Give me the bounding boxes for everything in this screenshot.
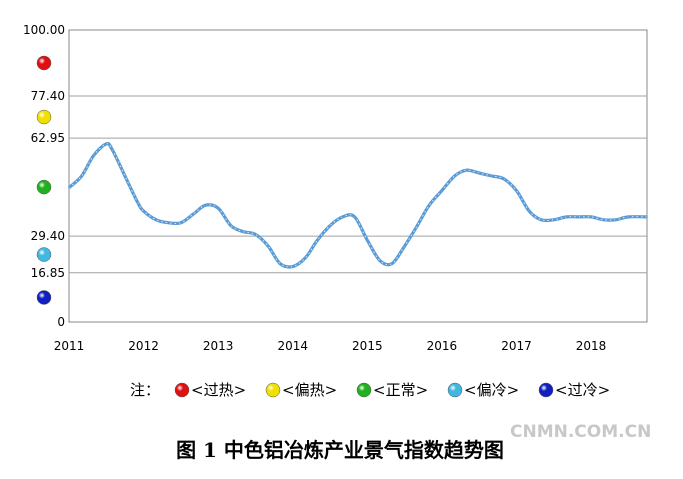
y-tick-label: 29.40 (31, 229, 65, 243)
data-point (304, 256, 307, 259)
x-axis-ticks: 2011 2012 2013 2014 2015 2016 2017 2018 (54, 339, 607, 353)
data-point (540, 219, 542, 221)
data-point (155, 219, 158, 221)
y-tick-label: 77.40 (31, 89, 65, 103)
data-point (341, 216, 344, 218)
data-point (230, 224, 232, 227)
data-point (192, 213, 195, 215)
data-point (428, 204, 431, 206)
data-point (646, 216, 648, 218)
watermark-text: CNMN.COM.CN (510, 422, 651, 442)
y-axis-ticks: 100.00 77.40 62.95 29.40 16.85 0 (23, 23, 65, 329)
data-point (136, 201, 139, 204)
data-point (515, 189, 518, 192)
x-tick-label: 2011 (54, 339, 85, 353)
series-line (67, 142, 648, 269)
x-tick-label: 2012 (128, 339, 159, 353)
data-point (316, 239, 319, 242)
legend-swatch (538, 382, 554, 398)
data-point (391, 262, 393, 265)
data-point (180, 221, 182, 224)
y-tick-label: 0 (57, 315, 65, 329)
data-point (105, 143, 108, 145)
data-point (241, 230, 244, 233)
data-point (590, 216, 592, 218)
x-tick-label: 2016 (427, 339, 458, 353)
zone-marker (36, 290, 52, 305)
data-point (217, 207, 219, 209)
data-point (167, 221, 169, 224)
data-point (577, 216, 580, 218)
data-point (124, 175, 126, 177)
legend-label: <过冷> (555, 381, 610, 399)
data-point (503, 178, 505, 180)
data-point (552, 219, 555, 221)
data-point (627, 216, 630, 218)
zone-marker (36, 109, 52, 125)
data-point (379, 259, 381, 262)
data-point (254, 233, 257, 236)
legend-label: <偏冷> (464, 381, 519, 399)
x-tick-label: 2015 (352, 339, 383, 353)
data-point (565, 216, 568, 218)
data-point (453, 175, 456, 177)
legend-swatch (174, 382, 190, 398)
zone-markers (36, 55, 52, 305)
data-point (329, 224, 331, 227)
data-point (602, 219, 605, 221)
x-tick-label: 2018 (576, 339, 607, 353)
data-point (614, 219, 617, 221)
figure-caption: 图 1 中色铝冶炼产业景气指数趋势图 (176, 438, 504, 462)
data-point (441, 189, 443, 192)
legend-swatch (265, 382, 281, 398)
data-point (92, 154, 95, 157)
data-point (353, 216, 356, 218)
data-point (267, 245, 269, 247)
data-point (478, 172, 480, 174)
zone-marker (36, 179, 52, 195)
zone-marker (36, 55, 52, 71)
data-point (465, 169, 468, 171)
data-point (204, 204, 207, 206)
x-tick-label: 2014 (277, 339, 308, 353)
legend-label: <过热> (191, 381, 246, 399)
x-tick-label: 2013 (203, 339, 234, 353)
data-point (491, 175, 493, 177)
legend-prefix: 注： (130, 381, 160, 399)
data-point (279, 262, 281, 265)
legend-label: <正常> (373, 381, 428, 399)
data-point (403, 245, 406, 247)
data-point (111, 148, 114, 151)
data-point (528, 210, 530, 212)
data-point (291, 265, 294, 268)
legend-swatch (356, 382, 372, 398)
data-point (80, 175, 83, 177)
y-tick-label: 100.00 (23, 23, 65, 37)
legend-label: <偏热> (282, 381, 337, 399)
zone-marker (36, 247, 52, 262)
grid-lines (69, 95, 647, 274)
legend: 注： <过热> <偏热> <正常> <偏冷> <过冷> (130, 381, 610, 399)
y-tick-label: 16.85 (31, 266, 65, 280)
data-point (366, 239, 369, 242)
x-tick-label: 2017 (501, 339, 532, 353)
legend-swatch (447, 382, 463, 398)
y-tick-label: 62.95 (31, 131, 65, 145)
data-point (142, 210, 145, 212)
plot-area (68, 29, 648, 323)
data-point (416, 224, 419, 227)
data-point (68, 186, 70, 189)
series-group (67, 142, 648, 269)
